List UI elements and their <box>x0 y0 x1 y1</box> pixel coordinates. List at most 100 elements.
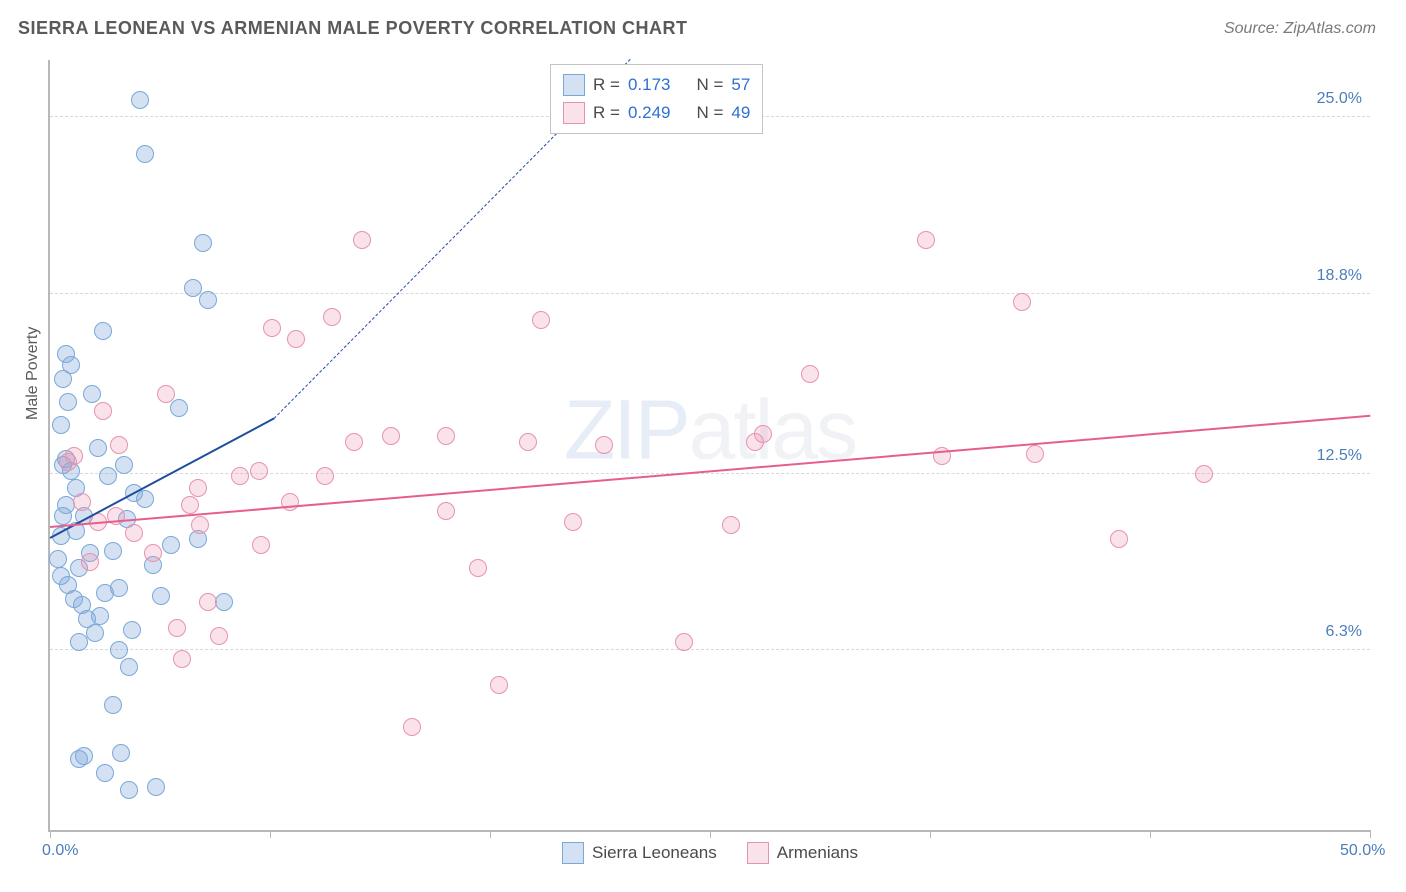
x-tick <box>710 830 711 838</box>
data-point <box>353 231 371 249</box>
data-point <box>252 536 270 554</box>
n-value-1: 57 <box>731 71 750 99</box>
data-point <box>136 490 154 508</box>
r-label-2: R = <box>593 99 620 127</box>
data-point <box>157 385 175 403</box>
data-point <box>437 502 455 520</box>
data-point <box>54 507 72 525</box>
data-point <box>83 385 101 403</box>
legend-row-series2: R = 0.249 N = 49 <box>563 99 750 127</box>
data-point <box>94 402 112 420</box>
data-point <box>199 291 217 309</box>
data-point <box>52 416 70 434</box>
data-point <box>191 516 209 534</box>
data-point <box>215 593 233 611</box>
y-tick-label: 12.5% <box>1317 447 1362 465</box>
data-point <box>722 516 740 534</box>
data-point <box>89 439 107 457</box>
swatch-series1-b <box>562 842 584 864</box>
data-point <box>403 718 421 736</box>
x-tick-label: 50.0% <box>1340 842 1385 860</box>
data-point <box>250 462 268 480</box>
swatch-series1 <box>563 74 585 96</box>
data-point <box>675 633 693 651</box>
data-point <box>181 496 199 514</box>
data-point <box>490 676 508 694</box>
data-point <box>136 145 154 163</box>
data-point <box>469 559 487 577</box>
data-point <box>115 456 133 474</box>
data-point <box>104 542 122 560</box>
data-point <box>152 587 170 605</box>
data-point <box>123 621 141 639</box>
data-point <box>120 781 138 799</box>
legend-label-1: Sierra Leoneans <box>592 843 717 863</box>
data-point <box>564 513 582 531</box>
data-point <box>104 696 122 714</box>
chart-source: Source: ZipAtlas.com <box>1224 20 1376 38</box>
y-tick-label: 25.0% <box>1317 90 1362 108</box>
x-tick <box>930 830 931 838</box>
r-value-1: 0.173 <box>628 71 671 99</box>
data-point <box>96 764 114 782</box>
data-point <box>754 425 772 443</box>
data-point <box>57 345 75 363</box>
y-tick-label: 18.8% <box>1317 267 1362 285</box>
x-tick-label: 0.0% <box>42 842 78 860</box>
data-point <box>231 467 249 485</box>
n-value-2: 49 <box>731 99 750 127</box>
swatch-series2 <box>563 102 585 124</box>
data-point <box>144 544 162 562</box>
data-point <box>65 447 83 465</box>
gridline <box>50 649 1370 650</box>
r-label-1: R = <box>593 71 620 99</box>
data-point <box>173 650 191 668</box>
data-point <box>91 607 109 625</box>
data-point <box>162 536 180 554</box>
legend-item-series2: Armenians <box>747 842 858 864</box>
data-point <box>73 493 91 511</box>
swatch-series2-b <box>747 842 769 864</box>
data-point <box>194 234 212 252</box>
data-point <box>287 330 305 348</box>
y-axis-label: Male Poverty <box>24 327 42 420</box>
data-point <box>345 433 363 451</box>
correlation-legend: R = 0.173 N = 57 R = 0.249 N = 49 <box>550 64 763 134</box>
data-point <box>99 467 117 485</box>
data-point <box>70 750 88 768</box>
data-point <box>199 593 217 611</box>
data-point <box>382 427 400 445</box>
legend-row-series1: R = 0.173 N = 57 <box>563 71 750 99</box>
data-point <box>147 778 165 796</box>
legend-label-2: Armenians <box>777 843 858 863</box>
data-point <box>323 308 341 326</box>
data-point <box>437 427 455 445</box>
n-label-1: N = <box>696 71 723 99</box>
data-point <box>131 91 149 109</box>
data-point <box>86 624 104 642</box>
data-point <box>532 311 550 329</box>
data-point <box>189 479 207 497</box>
data-point <box>110 436 128 454</box>
data-point <box>49 550 67 568</box>
x-tick <box>270 830 271 838</box>
data-point <box>94 322 112 340</box>
legend-item-series1: Sierra Leoneans <box>562 842 717 864</box>
data-point <box>316 467 334 485</box>
data-point <box>263 319 281 337</box>
gridline <box>50 293 1370 294</box>
data-point <box>120 658 138 676</box>
data-point <box>81 553 99 571</box>
y-tick-label: 6.3% <box>1326 623 1362 641</box>
watermark-part1: ZIP <box>564 382 689 476</box>
series-legend: Sierra Leoneans Armenians <box>562 842 858 864</box>
data-point <box>519 433 537 451</box>
data-point <box>125 524 143 542</box>
data-point <box>110 579 128 597</box>
data-point <box>59 393 77 411</box>
r-value-2: 0.249 <box>628 99 671 127</box>
x-tick <box>50 830 51 838</box>
scatter-plot-area: ZIPatlas R = 0.173 N = 57 R = 0.249 N = … <box>48 60 1370 832</box>
data-point <box>112 744 130 762</box>
data-point <box>1013 293 1031 311</box>
